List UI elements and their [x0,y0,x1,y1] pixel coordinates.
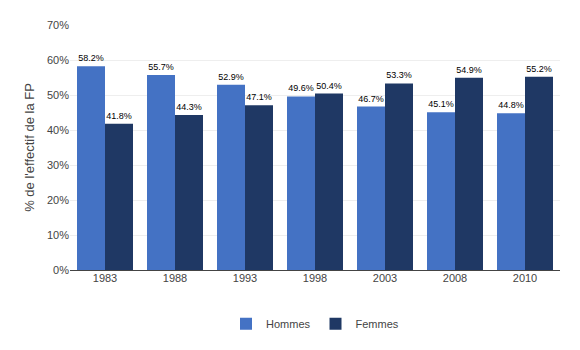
svg-text:0%: 0% [53,264,69,276]
svg-text:44.8%: 44.8% [498,100,524,110]
svg-text:49.6%: 49.6% [288,83,314,93]
svg-text:2010: 2010 [513,272,537,284]
svg-text:55.7%: 55.7% [148,62,174,72]
svg-text:50%: 50% [47,89,69,101]
svg-text:40%: 40% [47,124,69,136]
svg-text:2003: 2003 [373,272,397,284]
svg-text:46.7%: 46.7% [358,94,384,104]
svg-text:10%: 10% [47,229,69,241]
svg-text:1993: 1993 [233,272,257,284]
svg-text:2008: 2008 [443,272,467,284]
svg-text:70%: 70% [47,19,69,31]
svg-text:47.1%: 47.1% [246,92,272,102]
svg-text:53.3%: 53.3% [386,70,412,80]
svg-text:41.8%: 41.8% [106,111,132,121]
svg-text:20%: 20% [47,194,69,206]
svg-text:54.9%: 54.9% [456,65,482,75]
svg-text:45.1%: 45.1% [428,99,454,109]
svg-text:1988: 1988 [163,272,187,284]
svg-text:60%: 60% [47,54,69,66]
svg-text:30%: 30% [47,159,69,171]
svg-text:44.3%: 44.3% [176,102,202,112]
svg-text:50.4%: 50.4% [316,81,342,91]
svg-text:1998: 1998 [303,272,327,284]
svg-text:Hommes: Hommes [266,318,311,330]
svg-text:55.2%: 55.2% [526,64,552,74]
svg-text:58.2%: 58.2% [78,53,104,63]
svg-text:1983: 1983 [93,272,117,284]
svg-text:52.9%: 52.9% [218,72,244,82]
svg-text:Femmes: Femmes [356,318,399,330]
svg-text:% de l'effectif de la FP: % de l'effectif de la FP [22,83,37,212]
